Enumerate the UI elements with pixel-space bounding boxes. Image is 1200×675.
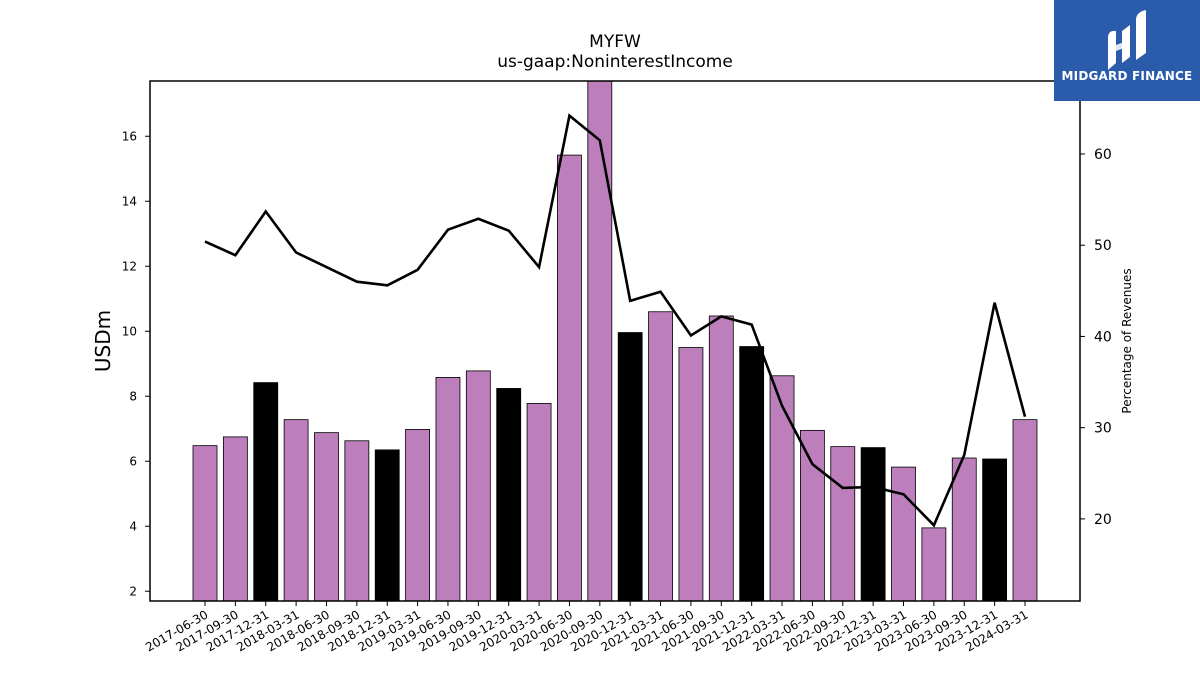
- bar: [860, 447, 886, 602]
- bar: [982, 458, 1008, 602]
- bar: [283, 419, 309, 602]
- series-line: [204, 113, 1027, 528]
- bar: [405, 428, 430, 602]
- bar: [921, 527, 947, 602]
- y2-tick-label: 60: [1094, 147, 1112, 163]
- chart-subtitle: us-gaap:NoninterestIncome: [497, 52, 733, 72]
- y2-tick-label: 20: [1094, 512, 1112, 528]
- bar: [222, 436, 248, 602]
- bar: [830, 446, 856, 602]
- y-tick-label: 8: [129, 389, 137, 403]
- bar: [192, 445, 218, 602]
- y2-axis-label: Percentage of Revenues: [1120, 268, 1134, 413]
- y-tick-label: 12: [122, 259, 137, 273]
- bar: [708, 315, 734, 602]
- logo-mark-icon: [1108, 10, 1146, 70]
- bar: [587, 80, 613, 602]
- bar: [314, 432, 339, 602]
- bar: [253, 382, 279, 602]
- bar: [496, 388, 522, 602]
- brand-logo: MIDGARD FINANCE: [1054, 0, 1200, 101]
- plot-frame: [149, 80, 1081, 602]
- bar: [951, 457, 977, 602]
- chart-title: MYFW: [589, 32, 641, 52]
- logo-text: MIDGARD FINANCE: [1061, 69, 1193, 83]
- y-tick-label: 2: [129, 584, 137, 598]
- bar: [344, 440, 370, 602]
- bar: [1012, 419, 1038, 602]
- bar: [648, 311, 673, 602]
- y-tick-label: 16: [122, 129, 137, 143]
- bar: [557, 154, 582, 602]
- bar: [374, 449, 400, 602]
- bar: [617, 332, 643, 602]
- y2-tick-label: 50: [1094, 238, 1112, 254]
- bar: [526, 402, 552, 602]
- y-tick-label: 4: [129, 519, 137, 533]
- bar: [678, 347, 704, 602]
- bar: [769, 375, 795, 602]
- bar: [800, 429, 825, 602]
- bar: [435, 376, 461, 602]
- y-axis-label: USDm: [91, 310, 115, 372]
- bar: [739, 346, 765, 602]
- bar: [465, 370, 491, 602]
- y-tick-label: 6: [129, 454, 137, 468]
- y-tick-label: 10: [122, 324, 137, 338]
- y2-tick-label: 40: [1094, 329, 1112, 345]
- y2-tick-label: 30: [1094, 421, 1112, 437]
- y-tick-label: 14: [122, 194, 137, 208]
- bar: [891, 466, 916, 602]
